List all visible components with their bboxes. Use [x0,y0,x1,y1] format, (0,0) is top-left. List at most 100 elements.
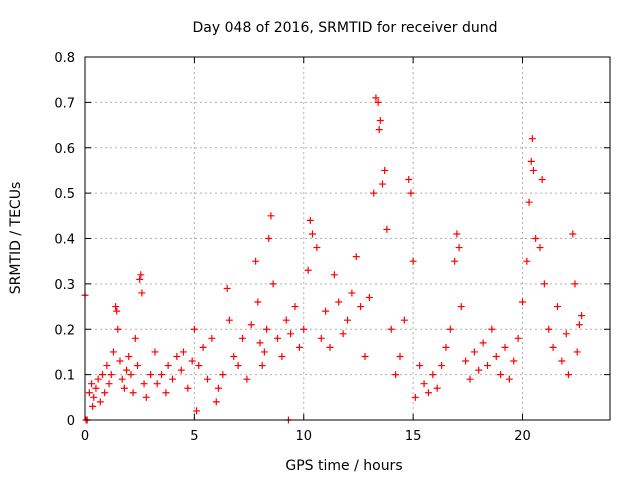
data-point [134,362,141,370]
data-point [127,371,135,379]
data-point [573,348,581,356]
data-point [138,289,146,297]
data-point [234,362,242,370]
data-point [239,334,246,342]
data-point [545,325,553,333]
data-point [92,384,100,392]
data-point [564,371,572,379]
data-point [374,98,382,106]
chart-title: Day 048 of 2016, SRMTID for receiver dun… [193,20,498,36]
data-point [278,352,286,360]
y-tick-label: 0 [67,414,75,429]
data-point [243,375,251,383]
data-point [309,230,316,238]
data-point [101,389,109,397]
data-point [151,348,159,356]
data-point [523,257,531,265]
data-point [136,275,144,283]
data-point [429,371,437,379]
data-point [99,371,106,379]
data-point [204,375,211,383]
data-point [470,348,478,356]
data-point [352,253,360,261]
data-point [457,303,465,311]
data-point [438,362,446,370]
data-point [113,307,121,315]
data-point [252,257,260,265]
data-point [225,316,233,324]
data-point [96,398,104,406]
data-point [370,189,378,197]
data-point [379,180,386,188]
data-point [529,166,537,174]
data-point [263,325,271,333]
data-point [304,266,312,274]
data-point [375,126,383,134]
data-point [85,389,93,397]
data-point [339,330,347,338]
y-tick-label: 0.6 [54,142,75,157]
data-point [258,362,266,370]
data-point [265,235,273,242]
data-point [193,407,201,415]
data-point [131,334,139,342]
data-point [505,375,513,383]
data-point [569,230,577,238]
data-point [400,316,408,324]
data-point [300,325,308,333]
y-tick-label: 0.3 [54,278,75,293]
data-point [90,393,98,401]
data-point [114,325,122,333]
data-point [107,371,115,379]
data-point [195,362,203,370]
data-point [416,362,424,370]
data-point [578,312,586,320]
data-point [455,244,463,252]
data-point [116,357,124,365]
data-point [571,280,579,288]
y-tick-label: 0.8 [54,51,75,66]
data-point [274,334,281,342]
x-axis-label: GPS time / hours [285,458,402,474]
data-point [103,362,111,370]
data-point [158,371,166,379]
data-point [528,135,536,143]
data-point [123,366,131,374]
y-tick-label: 0.2 [54,323,75,338]
data-point [344,316,351,324]
data-point [269,280,277,288]
x-tick-label: 10 [295,429,312,444]
data-point [94,375,102,383]
data-point [330,271,338,279]
data-point [492,352,500,360]
data-point [199,343,207,351]
data-point [538,176,546,184]
data-point [109,348,117,356]
data-point [247,321,255,329]
data-point [89,402,97,410]
data-point [295,343,303,351]
data-point [287,330,295,338]
data-point [306,216,314,224]
data-point [322,307,330,315]
data-point [554,303,561,311]
data-point [562,330,570,338]
data-point [488,325,496,333]
y-tick-label: 0.5 [54,187,75,202]
data-point [147,371,155,379]
x-tick-label: 20 [514,429,531,444]
data-point [365,293,373,301]
data-point [357,303,365,311]
data-point [313,244,321,252]
data-point [179,348,187,356]
data-point [433,384,441,392]
x-tick-label: 5 [190,429,198,444]
data-point [575,321,583,329]
data-point [190,325,198,333]
data-point [184,384,192,392]
data-point [88,380,96,388]
data-point [501,343,509,351]
data-point [118,375,126,383]
data-point [361,352,369,360]
